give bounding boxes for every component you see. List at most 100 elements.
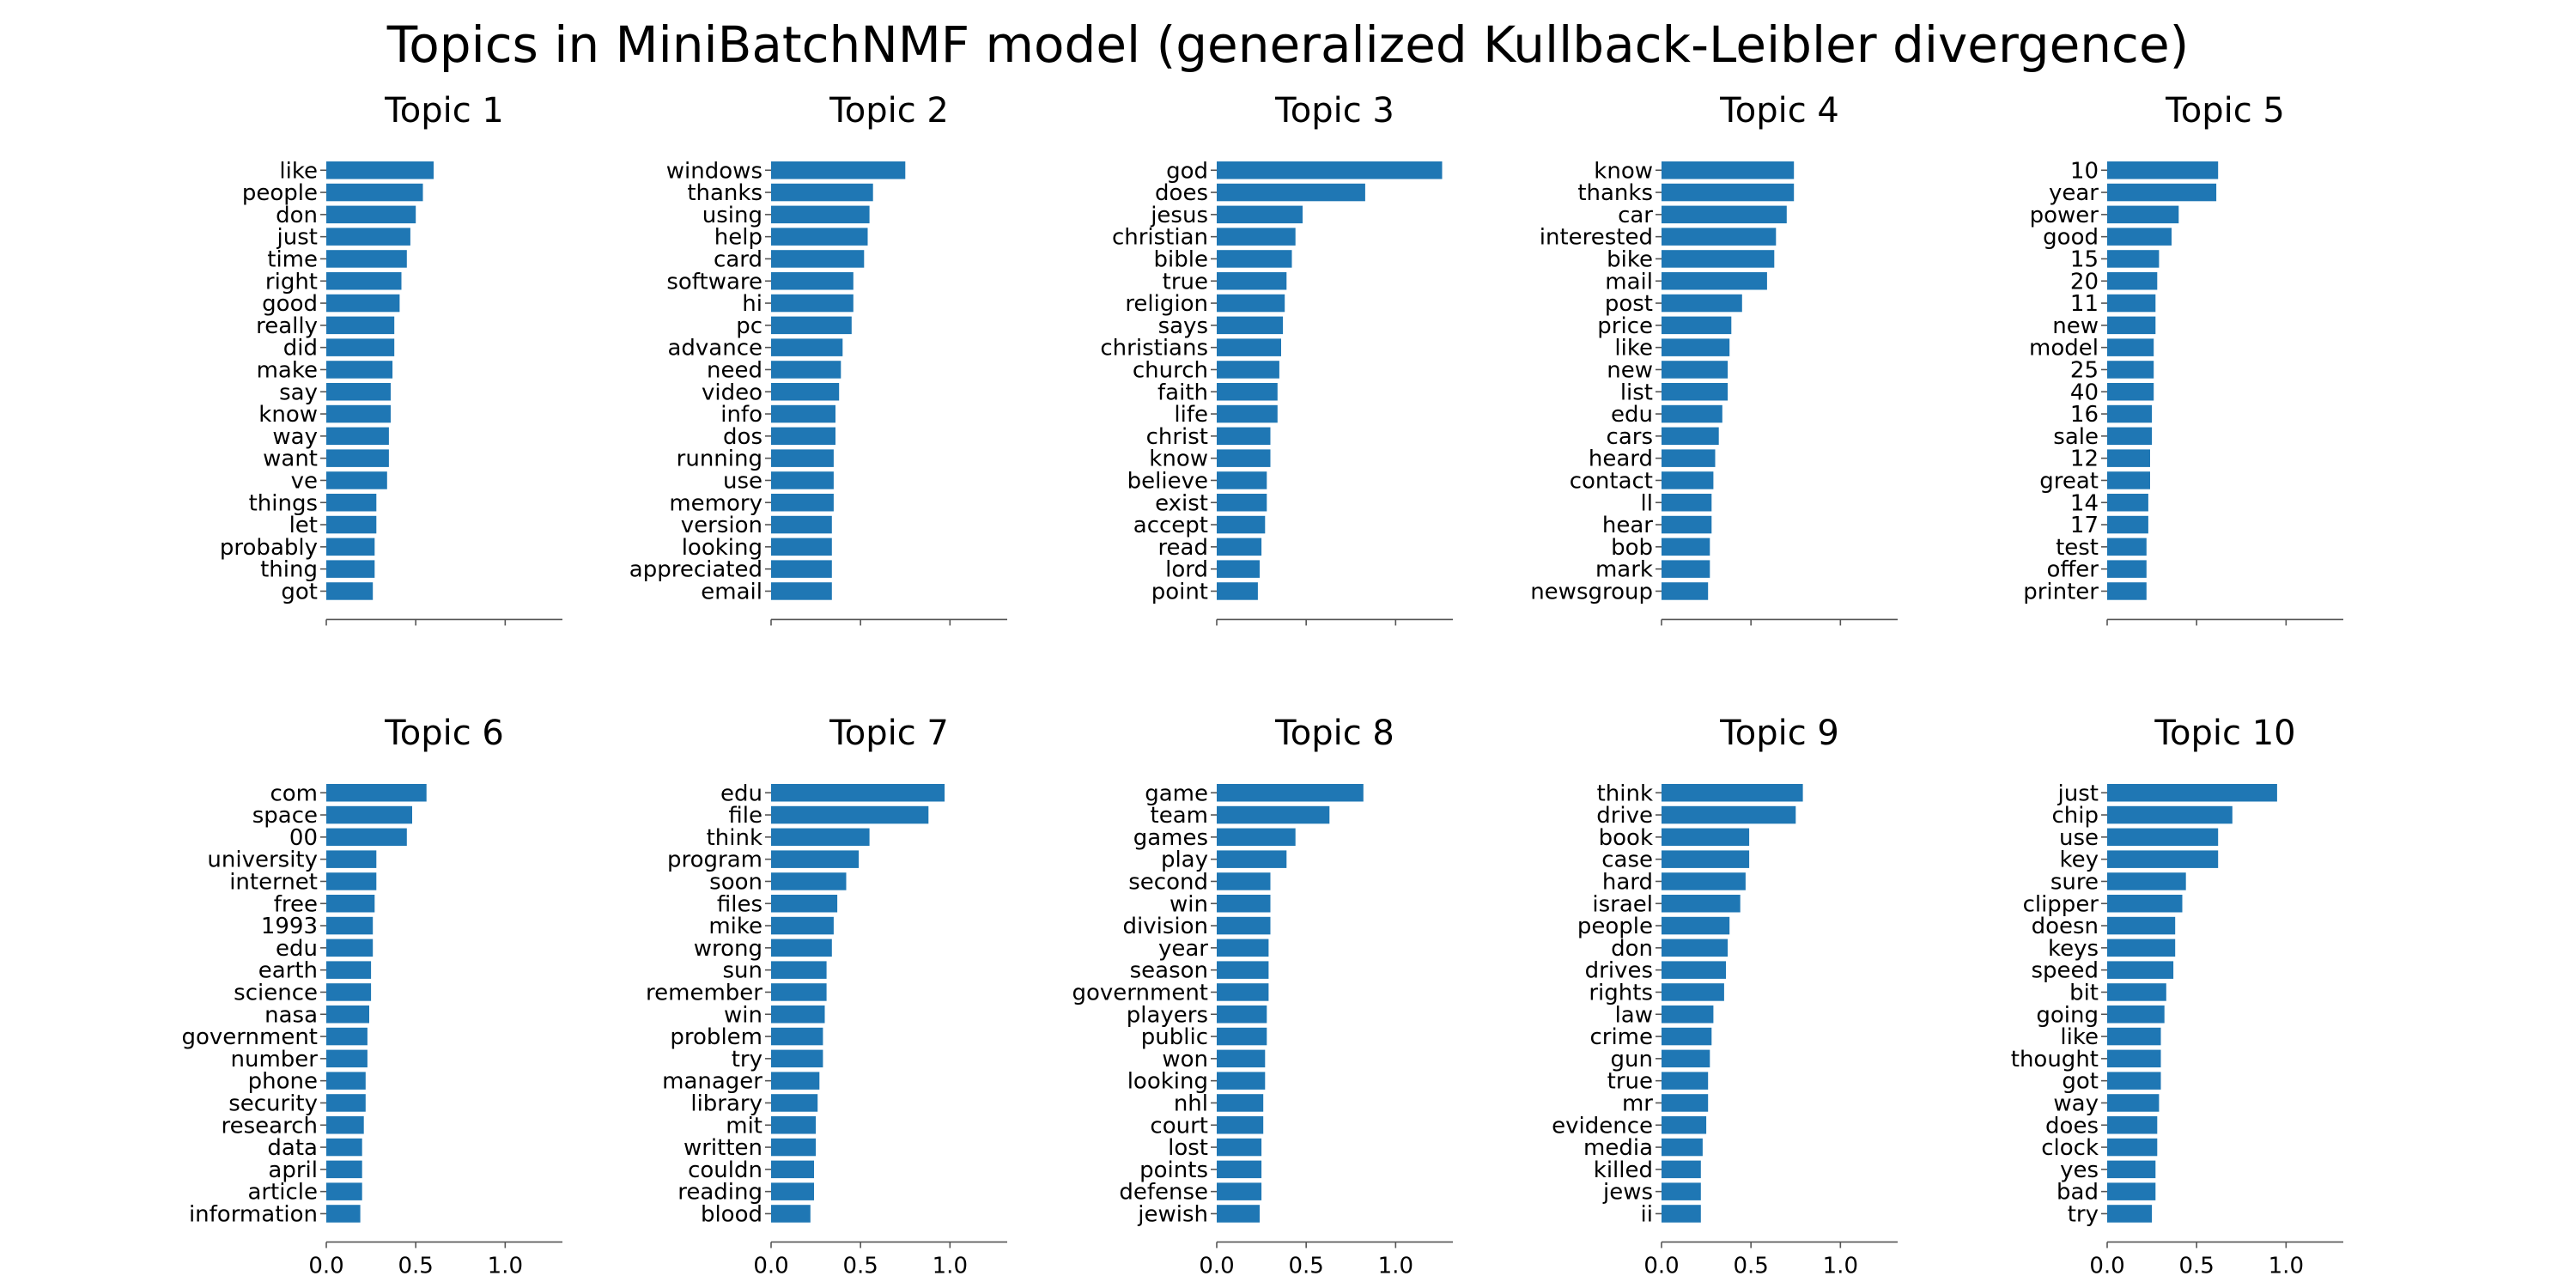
bar <box>1662 361 1728 379</box>
word-label: email <box>701 579 762 605</box>
bar <box>2107 361 2154 379</box>
bar <box>1217 1049 1266 1068</box>
bar <box>1662 1094 1709 1112</box>
bar <box>1662 294 1742 313</box>
word-label: want <box>263 447 318 472</box>
bar <box>2107 294 2156 313</box>
word-label: hard <box>1602 869 1653 895</box>
word-label: bob <box>1611 535 1653 561</box>
word-label: game <box>1145 781 1208 806</box>
word-label: newsgroup <box>1530 579 1653 605</box>
bar <box>771 538 832 556</box>
word-label: don <box>276 203 318 228</box>
panel-title: Topic 10 <box>2154 714 2295 753</box>
bar <box>1662 784 1803 802</box>
word-label: april <box>268 1157 318 1183</box>
bar <box>1217 1160 1262 1179</box>
x-tick-label: 1.0 <box>933 1253 968 1279</box>
word-label: pc <box>736 313 762 339</box>
bar <box>771 449 834 467</box>
bar <box>1662 1049 1710 1068</box>
word-label: jewish <box>1137 1201 1208 1227</box>
bar <box>2107 560 2147 578</box>
bar <box>1662 1138 1703 1157</box>
bar <box>771 805 929 824</box>
word-label: just <box>276 225 318 251</box>
word-label: list <box>1620 380 1653 405</box>
word-label: games <box>1133 825 1208 851</box>
word-label: heard <box>1589 447 1653 472</box>
bar <box>1217 1116 1264 1134</box>
bar <box>771 316 852 335</box>
bar <box>771 1116 817 1134</box>
bar <box>2107 161 2219 179</box>
panel-title: Topic 9 <box>1719 714 1839 753</box>
word-label: drives <box>1585 958 1653 984</box>
panel-title: Topic 2 <box>829 91 949 131</box>
panel-title: Topic 6 <box>384 714 504 753</box>
x-tick-label: 0.5 <box>1733 1253 1768 1279</box>
word-label: say <box>279 380 318 405</box>
word-label: don <box>1611 936 1653 962</box>
bar <box>326 538 375 556</box>
bar <box>771 850 860 868</box>
word-label: hi <box>742 291 762 317</box>
word-label: hear <box>1602 513 1653 538</box>
word-label: clipper <box>2023 891 2099 917</box>
bar <box>1217 338 1281 356</box>
bar <box>1217 361 1279 379</box>
bar <box>1217 939 1269 957</box>
word-label: sure <box>2050 869 2099 895</box>
bar <box>326 784 427 802</box>
bar <box>1662 1182 1701 1200</box>
word-label: church <box>1133 357 1208 383</box>
bar <box>326 449 389 467</box>
word-label: does <box>1155 180 1208 206</box>
word-label: second <box>1128 869 1208 895</box>
word-label: advance <box>667 336 762 361</box>
bar <box>771 1138 817 1157</box>
word-label: running <box>677 447 762 472</box>
word-label: power <box>2030 203 2099 228</box>
bar <box>1662 205 1787 224</box>
word-label: library <box>690 1091 762 1116</box>
bar <box>326 1094 366 1112</box>
bar <box>1217 383 1278 401</box>
word-label: crime <box>1589 1024 1653 1050</box>
bar <box>2107 404 2153 423</box>
bar <box>771 1160 814 1179</box>
bar <box>1217 161 1443 179</box>
bar <box>771 961 827 979</box>
word-label: interested <box>1540 225 1653 251</box>
bar <box>326 1005 369 1024</box>
bar <box>1662 1160 1701 1179</box>
word-label: video <box>702 380 762 405</box>
bar <box>2107 983 2166 1001</box>
word-label: try <box>732 1047 762 1072</box>
word-label: blood <box>701 1201 762 1227</box>
word-label: mit <box>726 1113 762 1139</box>
word-label: earth <box>258 958 318 984</box>
word-label: keys <box>2048 936 2099 962</box>
bar <box>326 383 391 401</box>
bar <box>1662 828 1750 847</box>
word-label: religion <box>1125 291 1208 317</box>
bar <box>2107 471 2150 489</box>
bar <box>1217 872 1271 890</box>
word-label: sun <box>722 958 762 984</box>
word-label: file <box>728 803 762 829</box>
word-label: edu <box>720 781 762 806</box>
bar <box>326 338 395 356</box>
word-label: case <box>1601 848 1653 873</box>
word-label: printer <box>2023 579 2099 605</box>
bar <box>771 161 906 179</box>
bar <box>326 404 391 423</box>
panel-title: Topic 5 <box>2165 91 2285 131</box>
bar <box>2107 1116 2158 1134</box>
word-label: number <box>231 1047 319 1072</box>
bar <box>326 961 372 979</box>
word-label: government <box>1072 980 1208 1005</box>
word-label: make <box>257 357 318 383</box>
word-label: info <box>720 402 762 428</box>
